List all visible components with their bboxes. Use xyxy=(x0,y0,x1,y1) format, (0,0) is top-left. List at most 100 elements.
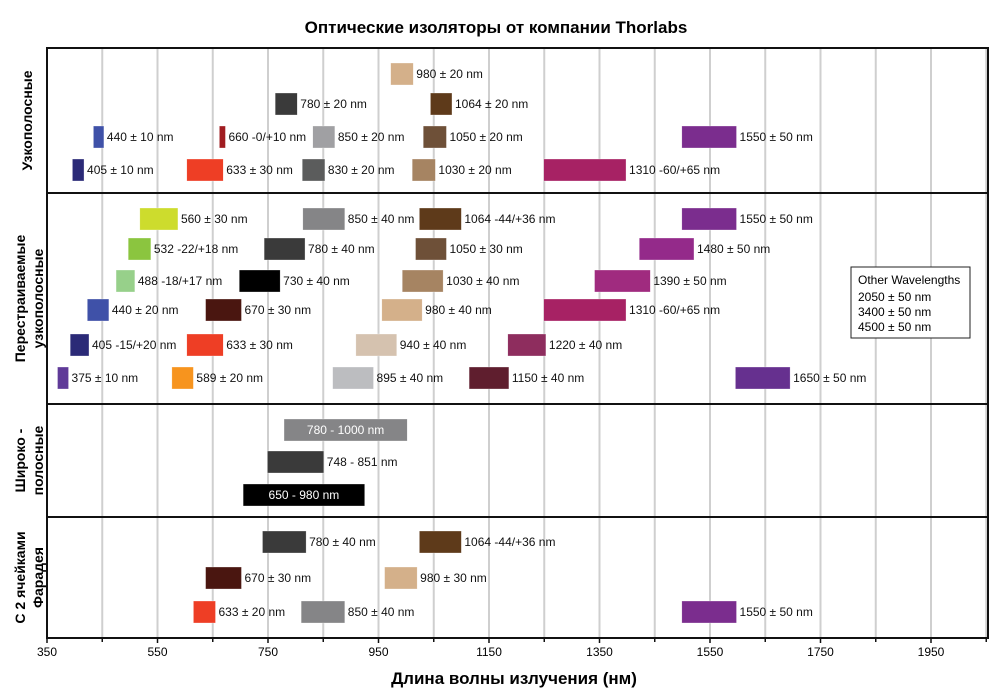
bar-label: 780 ± 20 nm xyxy=(300,97,367,111)
bar-label: 1064 -44/+36 nm xyxy=(464,535,555,549)
plot-frame xyxy=(46,47,989,639)
bar-label: 1030 ± 40 nm xyxy=(446,274,519,288)
bar-label: 670 ± 30 nm xyxy=(244,571,311,585)
wavelength-bar xyxy=(302,158,326,182)
bar-label: 670 ± 30 nm xyxy=(244,303,311,317)
other-wavelengths-box: Other Wavelengths 2050 ± 50 nm 3400 ± 50… xyxy=(850,266,971,339)
wavelength-bar xyxy=(735,366,791,390)
bar-label: 1050 ± 30 nm xyxy=(449,242,522,256)
group-label: Широко - xyxy=(12,428,28,492)
other-wavelengths-title: Other Wavelengths xyxy=(858,273,960,287)
wavelength-bar xyxy=(419,530,462,554)
wavelength-bar xyxy=(390,62,414,86)
bar-label: 1390 ± 50 nm xyxy=(653,274,726,288)
bar-label: 650 - 980 nm xyxy=(269,488,340,502)
wavelength-bar xyxy=(468,366,510,390)
tick-label: 1550 xyxy=(697,645,724,659)
wavelength-bar xyxy=(127,237,152,261)
tick-label: 1150 xyxy=(476,645,502,659)
bar-label: 1550 ± 50 nm xyxy=(740,605,813,619)
wavelength-bar xyxy=(262,530,307,554)
other-wavelength-item: 3400 ± 50 nm xyxy=(858,305,931,319)
wavelength-bar xyxy=(423,125,447,149)
x-axis: 350 550 750 950 1150 1350 1550 1750 1950 xyxy=(37,638,987,659)
bar-label: 1220 ± 40 nm xyxy=(549,338,622,352)
wavelength-bar xyxy=(93,125,105,149)
bar-label: 1550 ± 50 nm xyxy=(740,212,813,226)
bar-label: 633 ± 30 nm xyxy=(226,338,293,352)
bar-label: 488 -18/+17 nm xyxy=(138,274,222,288)
bar-label: 375 ± 10 nm xyxy=(72,371,139,385)
tick-label: 1950 xyxy=(918,645,945,659)
panels: Узкополосные Перестраиваемые узкополосные Ш… xyxy=(12,47,989,639)
bar-label: 1050 ± 20 nm xyxy=(449,130,522,144)
tick-label: 750 xyxy=(258,645,278,659)
bar-label: 1650 ± 50 nm xyxy=(793,371,866,385)
wavelength-bar xyxy=(681,125,737,149)
bar-label: 560 ± 30 nm xyxy=(181,212,248,226)
bar-label: 532 -22/+18 nm xyxy=(154,242,238,256)
bar-label: 980 ± 30 nm xyxy=(420,571,487,585)
bar-label: 1480 ± 50 nm xyxy=(697,242,770,256)
wavelength-bar xyxy=(411,158,436,182)
wavelength-bar xyxy=(507,333,547,357)
wavelength-bar xyxy=(312,125,336,149)
wavelength-bar xyxy=(139,207,179,231)
group-label: С 2 ячейками xyxy=(12,531,28,623)
bar-label: 850 ± 40 nm xyxy=(348,605,415,619)
wavelength-bar xyxy=(384,566,418,590)
bars: 980 ± 20 nm 780 ± 20 nm 1064 ± 20 nm 440 ± … xyxy=(57,62,866,624)
wavelength-bar xyxy=(186,158,224,182)
bar-label: 780 ± 40 nm xyxy=(308,242,375,256)
wavelength-bar xyxy=(415,237,447,261)
wavelength-bar xyxy=(283,418,408,442)
bar-label: 1064 -44/+36 nm xyxy=(464,212,555,226)
bar-label: 1150 ± 40 nm xyxy=(512,371,584,385)
bar-label: 589 ± 20 nm xyxy=(196,371,263,385)
bar-label: 633 ± 30 nm xyxy=(226,163,293,177)
wavelength-bar xyxy=(300,600,346,624)
wavelength-bar xyxy=(57,366,69,390)
wavelength-bar xyxy=(543,158,627,182)
x-axis-title: Длина волны излучения (нм) xyxy=(391,669,637,688)
wavelength-bar xyxy=(430,92,453,116)
wavelength-bar xyxy=(87,298,110,322)
wavelength-bar xyxy=(69,333,90,357)
wavelength-bar xyxy=(681,207,737,231)
wavelength-bar xyxy=(263,237,306,261)
other-wavelength-item: 2050 ± 50 nm xyxy=(858,290,931,304)
wavelength-bar xyxy=(219,125,226,149)
wavelength-bar xyxy=(639,237,695,261)
bar-label: 940 ± 40 nm xyxy=(400,338,467,352)
bar-label: 830 ± 20 nm xyxy=(328,163,395,177)
wavelength-bar xyxy=(332,366,374,390)
wavelength-bar xyxy=(115,269,136,293)
wavelength-bar xyxy=(205,298,242,322)
wavelength-bar xyxy=(267,450,325,474)
bar-label: 895 ± 40 nm xyxy=(377,371,444,385)
bar-label: 748 - 851 nm xyxy=(327,455,398,469)
tick-label: 1750 xyxy=(807,645,834,659)
wavelength-bar xyxy=(302,207,346,231)
tick-label: 550 xyxy=(147,645,167,659)
wavelength-bar xyxy=(171,366,194,390)
bar-label: 633 ± 20 nm xyxy=(219,605,286,619)
wavelength-bar xyxy=(402,269,444,293)
wavelength-bar xyxy=(242,483,365,507)
wavelength-bar xyxy=(205,566,242,590)
group-label: узкополосные xyxy=(30,248,46,348)
wavelength-bar xyxy=(186,333,224,357)
bar-label: 405 ± 10 nm xyxy=(87,163,154,177)
wavelength-bar xyxy=(543,298,627,322)
bar-label: 1064 ± 20 nm xyxy=(455,97,528,111)
bar-label: 980 ± 40 nm xyxy=(425,303,492,317)
wavelength-bar xyxy=(419,207,462,231)
tick-label: 1350 xyxy=(586,645,613,659)
bar-label: 405 -15/+20 nm xyxy=(92,338,176,352)
bar-label: 780 ± 40 nm xyxy=(309,535,376,549)
bar-label: 1030 ± 20 nm xyxy=(438,163,511,177)
group-label: Фарадея xyxy=(30,547,46,608)
bar-label: 850 ± 20 nm xyxy=(338,130,405,144)
wavelength-bar xyxy=(355,333,397,357)
tick-label: 350 xyxy=(37,645,57,659)
